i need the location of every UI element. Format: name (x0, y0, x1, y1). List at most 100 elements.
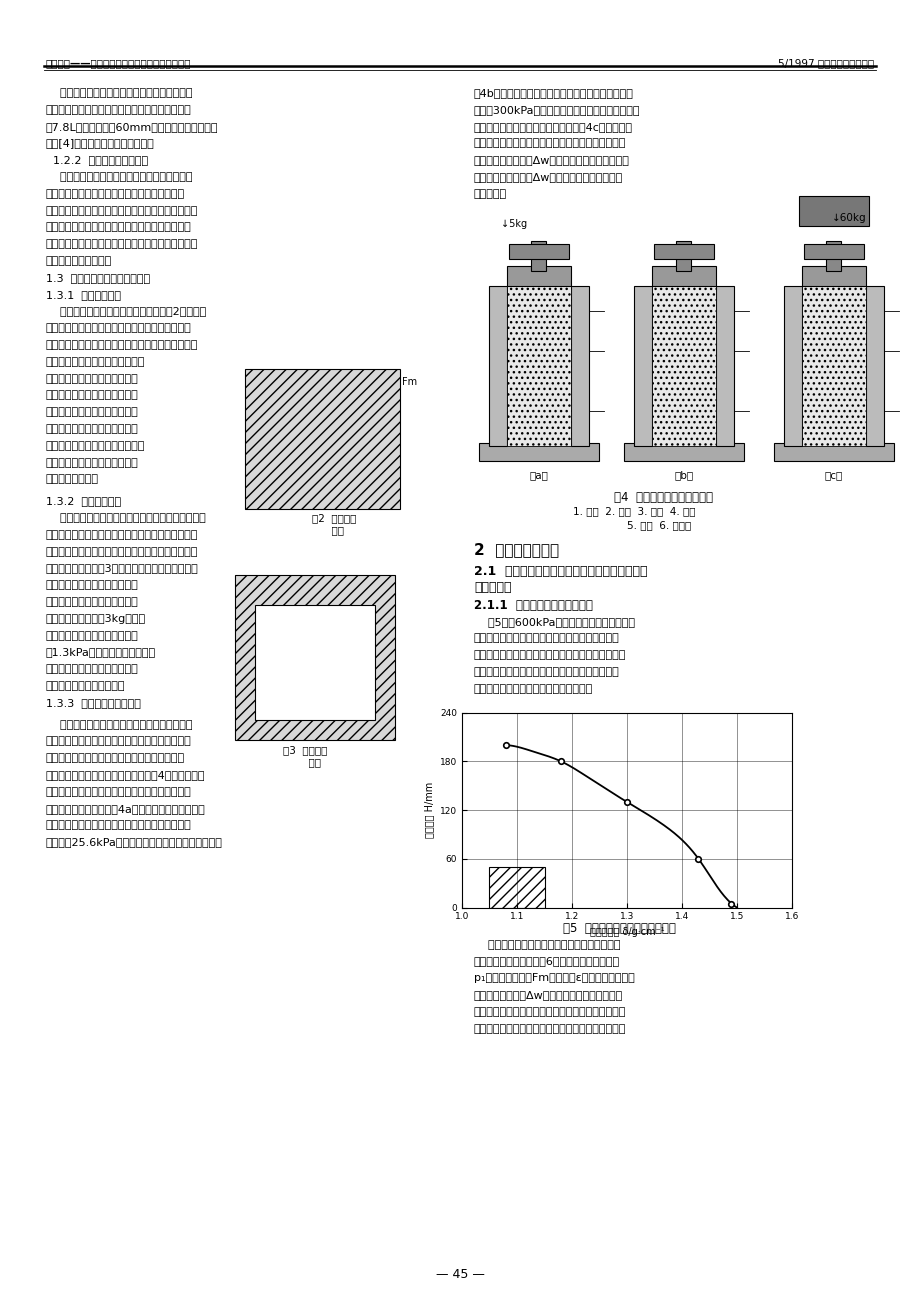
Text: 用下的变形量。这一Δw在本文中取作为砂型的再: 用下的变形量。这一Δw在本文中取作为砂型的再 (473, 172, 622, 182)
Bar (506, 265, 571, 286)
Text: 过程中托盘的下沉量Δw），就相当于型壁在油压作: 过程中托盘的下沉量Δw），就相当于型壁在油压作 (473, 155, 630, 165)
Text: 况，设计了一台再紧实变形测量仪（图4）。在取走模: 况，设计了一台再紧实变形测量仪（图4）。在取走模 (46, 770, 205, 781)
Text: 起模时，将紧实后的砂型翻转向上（图2），起模: 起模时，将紧实后的砂型翻转向上（图2），起模 (46, 307, 206, 316)
Text: 见：紧实度由上而下加大，至底板处为最大。这样的: 见：紧实度由上而下加大，至底板处为最大。这样的 (473, 650, 626, 660)
Bar (489, 866, 544, 908)
Bar (825, 241, 841, 271)
Text: 气流冲击的工作气压对起模力、回弹及砂型的: 气流冲击的工作气压对起模力、回弹及砂型的 (473, 939, 619, 950)
Text: 2  实验结果及分析: 2 实验结果及分析 (473, 543, 559, 558)
Bar (479, 442, 598, 461)
Text: 制小型气流冲击紧实试验机上进行的，其气室容积: 制小型气流冲击紧实试验机上进行的，其气室容积 (46, 105, 191, 114)
Text: 型面一定距离（见图3），这段距离反映了砂型表面: 型面一定距离（见图3），这段距离反映了砂型表面 (46, 563, 199, 574)
Text: 垂，可以从杠杆的刻度上直接读: 垂，可以从杠杆的刻度上直接读 (46, 458, 139, 467)
Text: 样的砂型型腔中放入一个与模样形状相同的中空乳: 样的砂型型腔中放入一个与模样形状相同的中空乳 (46, 787, 191, 796)
Text: （c）: （c） (824, 471, 842, 480)
Text: 并使活塞及托盘上升一段距离，注入油液使油液稍: 并使活塞及托盘上升一段距离，注入油液使油液稍 (46, 821, 191, 830)
Text: — 45 —: — 45 — (435, 1268, 484, 1281)
Text: 紧实度分布曲线符合一般气流冲击紧实的规律，说: 紧实度分布曲线符合一般气流冲击紧实的规律，说 (473, 667, 619, 677)
Text: 1.3.1  起模力的测量: 1.3.1 起模力的测量 (46, 290, 121, 299)
Bar (255, 605, 375, 721)
Bar (801, 265, 865, 286)
Bar (803, 243, 863, 259)
Text: 5/1997 中国铸造装备与技术: 5/1997 中国铸造装备与技术 (777, 59, 873, 68)
Bar (865, 286, 883, 446)
Bar (783, 286, 801, 446)
Text: 5. 油液  6. 乳胶套: 5. 油液 6. 乳胶套 (626, 520, 690, 531)
Bar (715, 286, 733, 446)
Text: 入一部分型砂，用一个环形的压头将深凹部以一定: 入一部分型砂，用一个环形的压头将深凹部以一定 (46, 222, 191, 233)
Text: 砂型的高压压实是在实验室中一台试验砂型压: 砂型的高压压实是在实验室中一台试验砂型压 (46, 172, 192, 182)
Bar (801, 286, 865, 446)
Text: 为了模拟浇注时砂型在液态金属压力下变形的情: 为了模拟浇注时砂型在液态金属压力下变形的情 (46, 753, 185, 764)
Text: 1.3.3  再紧实变形值的测定: 1.3.3 再紧实变形值的测定 (46, 697, 141, 708)
Text: 紧实变形。: 紧实变形。 (473, 189, 506, 199)
Text: 模样起出后，砂型发生回弹，型腔缩小，然后，重: 模样起出后，砂型发生回弹，型腔缩小，然后，重 (46, 513, 206, 523)
Text: 基础理论——砂型的成型性能及紧实工艺对其影响: 基础理论——砂型的成型性能及紧实工艺对其影响 (46, 59, 191, 68)
Text: 为砂型回弹的相对比较值。: 为砂型回弹的相对比较值。 (46, 680, 125, 691)
Text: 实紧实机上进行。为了使模样四周深凹都能得到: 实紧实机上进行。为了使模样四周深凹都能得到 (46, 189, 185, 199)
Text: 的一条穿过砂型深凹区的砂型紧实度分布曲线。可: 的一条穿过砂型深凹区的砂型紧实度分布曲线。可 (473, 634, 619, 644)
Text: 出起模力的大小。: 出起模力的大小。 (46, 475, 99, 484)
Text: 为7.8L，射孔直径为60mm。此试验机的结构已在: 为7.8L，射孔直径为60mm。此试验机的结构已在 (46, 121, 219, 131)
Text: 2.1  一些主要工艺因素对气流冲击紧实砂型成型: 2.1 一些主要工艺因素对气流冲击紧实砂型成型 (473, 565, 647, 578)
Text: 1.3  试验砂型的成型性能的测量: 1.3 试验砂型的成型性能的测量 (46, 273, 150, 282)
Text: 试验砂型的气流冲击紧实是在实验室中一台自: 试验砂型的气流冲击紧实是在实验室中一台自 (46, 88, 192, 98)
Bar (571, 286, 588, 446)
Bar (506, 286, 571, 446)
Bar (773, 442, 893, 461)
Text: 压将上部的型砂压实。: 压将上部的型砂压实。 (46, 256, 112, 265)
Text: 上的螺孔连接起来。这时摇动试: 上的螺孔连接起来。这时摇动试 (46, 390, 139, 401)
Text: 力达到300kPa。砂型在油液压力下作微小的变形，: 力达到300kPa。砂型在油液压力下作微小的变形， (473, 105, 640, 114)
Text: 图2  起模力的
      测量: 图2 起模力的 测量 (312, 514, 356, 535)
Y-axis label: 砂层高度 H/mm: 砂层高度 H/mm (424, 782, 434, 838)
Bar (652, 265, 715, 286)
Text: 定，在模样顶上加以3kg的砝码: 定，在模样顶上加以3kg的砝码 (46, 614, 146, 623)
Text: 文献[4]中介绍过，在此不再重复。: 文献[4]中介绍过，在此不再重复。 (46, 138, 154, 148)
Text: 充分压实，砂型紧实采取二次压实方法。亦即：先填: 充分压实，砂型紧实采取二次压实方法。亦即：先填 (46, 206, 199, 216)
Text: p₁提高时，起模力Fm及回弹量ε都相应地增大，而: p₁提高时，起模力Fm及回弹量ε都相应地增大，而 (473, 973, 634, 984)
Text: 可以预料得到的。气流冲击的工作气压提高，加强了: 可以预料得到的。气流冲击的工作气压提高，加强了 (473, 1007, 626, 1017)
Text: 2.1.1  气流冲击工作气压的影响: 2.1.1 气流冲击工作气压的影响 (473, 598, 592, 611)
Bar (652, 286, 715, 446)
X-axis label: 平均紧实度 δ/g·cm⁻¹: 平均紧实度 δ/g·cm⁻¹ (589, 928, 664, 937)
Bar (489, 286, 506, 446)
Text: 面能够密切接触，以保证该数稳: 面能够密切接触，以保证该数稳 (46, 597, 139, 608)
Text: 再紧实变形量的影响见图6。气流冲击的工作气压: 再紧实变形量的影响见图6。气流冲击的工作气压 (473, 956, 619, 967)
Text: 一个起模杆，形成一个起模装置。: 一个起模杆，形成一个起模装置。 (46, 356, 145, 367)
Text: Fm: Fm (402, 376, 416, 386)
Text: 微加压（25.6kPa），使乳胶套紧贴在砂型表面上（见: 微加压（25.6kPa），使乳胶套紧贴在砂型表面上（见 (46, 838, 222, 847)
Bar (798, 195, 868, 225)
Text: ↓5kg: ↓5kg (500, 219, 527, 229)
Text: 1.2.2  试验砂型的压实紧实: 1.2.2 试验砂型的压实紧实 (46, 155, 148, 165)
Bar (244, 368, 400, 509)
Text: 图3  回弹量的
      测定: 图3 回弹量的 测定 (282, 745, 327, 766)
Text: ↓60kg: ↓60kg (831, 212, 866, 222)
Text: 验机上的手轮，逐渐加大起模杆: 验机上的手轮，逐渐加大起模杆 (46, 407, 139, 418)
Text: 次加压过程中多加入的油液量（本试验中，测量加压: 次加压过程中多加入的油液量（本试验中，测量加压 (473, 138, 626, 148)
Text: 型壁向后移动，乳胶套的油腔扩大（图4c），量出二: 型壁向后移动，乳胶套的油腔扩大（图4c），量出二 (473, 121, 632, 131)
Text: 胶套，并盖以盖板（见图4a）。在乳胶套中充满油液: 胶套，并盖以盖板（见图4a）。在乳胶套中充满油液 (46, 804, 206, 813)
Text: 小，模样不会回到原来位置，而是模样顶面高出砂型: 小，模样不会回到原来位置，而是模样顶面高出砂型 (46, 546, 199, 557)
Text: 上的拉力，当拉力达到起模力大: 上的拉力，当拉力达到起模力大 (46, 424, 139, 435)
Text: 仪，将原来测量砂样抗拉强度的附属装置拆去，换上: 仪，将原来测量砂样抗拉强度的附属装置拆去，换上 (46, 340, 199, 350)
Text: 力的测量方法如下：利用一台杠杆式型砂强度试验: 力的测量方法如下：利用一台杠杆式型砂强度试验 (46, 323, 191, 333)
Text: （相当于作用在型腔斜面的比压: （相当于作用在型腔斜面的比压 (46, 631, 139, 640)
Bar (653, 243, 713, 259)
Text: 小时，模样起出，试验仪的杠杆下: 小时，模样起出，试验仪的杠杆下 (46, 441, 145, 451)
Text: 1.3.2  回弹量的测量: 1.3.2 回弹量的测量 (46, 496, 121, 506)
Text: 新将模样仔细地放入砂型型腔中。这时，由于型腔缩: 新将模样仔细地放入砂型型腔中。这时，由于型腔缩 (46, 530, 199, 540)
Text: 性能的影响: 性能的影响 (473, 580, 511, 593)
Text: 明造型机工作正常，没有漏斗堵塞现象。: 明造型机工作正常，没有漏斗堵塞现象。 (473, 684, 593, 693)
Text: 图5是用600kPa工作气压气流冲击紧实所得: 图5是用600kPa工作气压气流冲击紧实所得 (473, 617, 634, 627)
Text: 气流冲击的冲量，使型砂的冲击力、包括最大底冲力: 气流冲击的冲量，使型砂的冲击力、包括最大底冲力 (473, 1024, 626, 1033)
Text: （b）: （b） (674, 471, 693, 480)
Bar (623, 442, 743, 461)
Text: 文采取了模拟砂型容积扩张的再紧实变形测试法。: 文采取了模拟砂型容积扩张的再紧实变形测试法。 (46, 736, 191, 747)
Text: （a）: （a） (529, 471, 548, 480)
Text: 的比压压实；然后再填入型砂，用平压头以同样的比: 的比压压实；然后再填入型砂，用平压头以同样的比 (46, 239, 199, 250)
Text: 砂型的再紧实变形Δw迅速减小。这一影响趋势是: 砂型的再紧实变形Δw迅速减小。这一影响趋势是 (473, 990, 622, 1000)
Text: 的回弹量。为了使模样与砂型表: 的回弹量。为了使模样与砂型表 (46, 580, 139, 591)
Text: 图5  气流冲击所得紧实度分布曲线: 图5 气流冲击所得紧实度分布曲线 (562, 921, 675, 934)
Text: 图4  再紧实变形值的测量方法: 图4 再紧实变形值的测量方法 (614, 490, 713, 503)
Bar (675, 241, 691, 271)
